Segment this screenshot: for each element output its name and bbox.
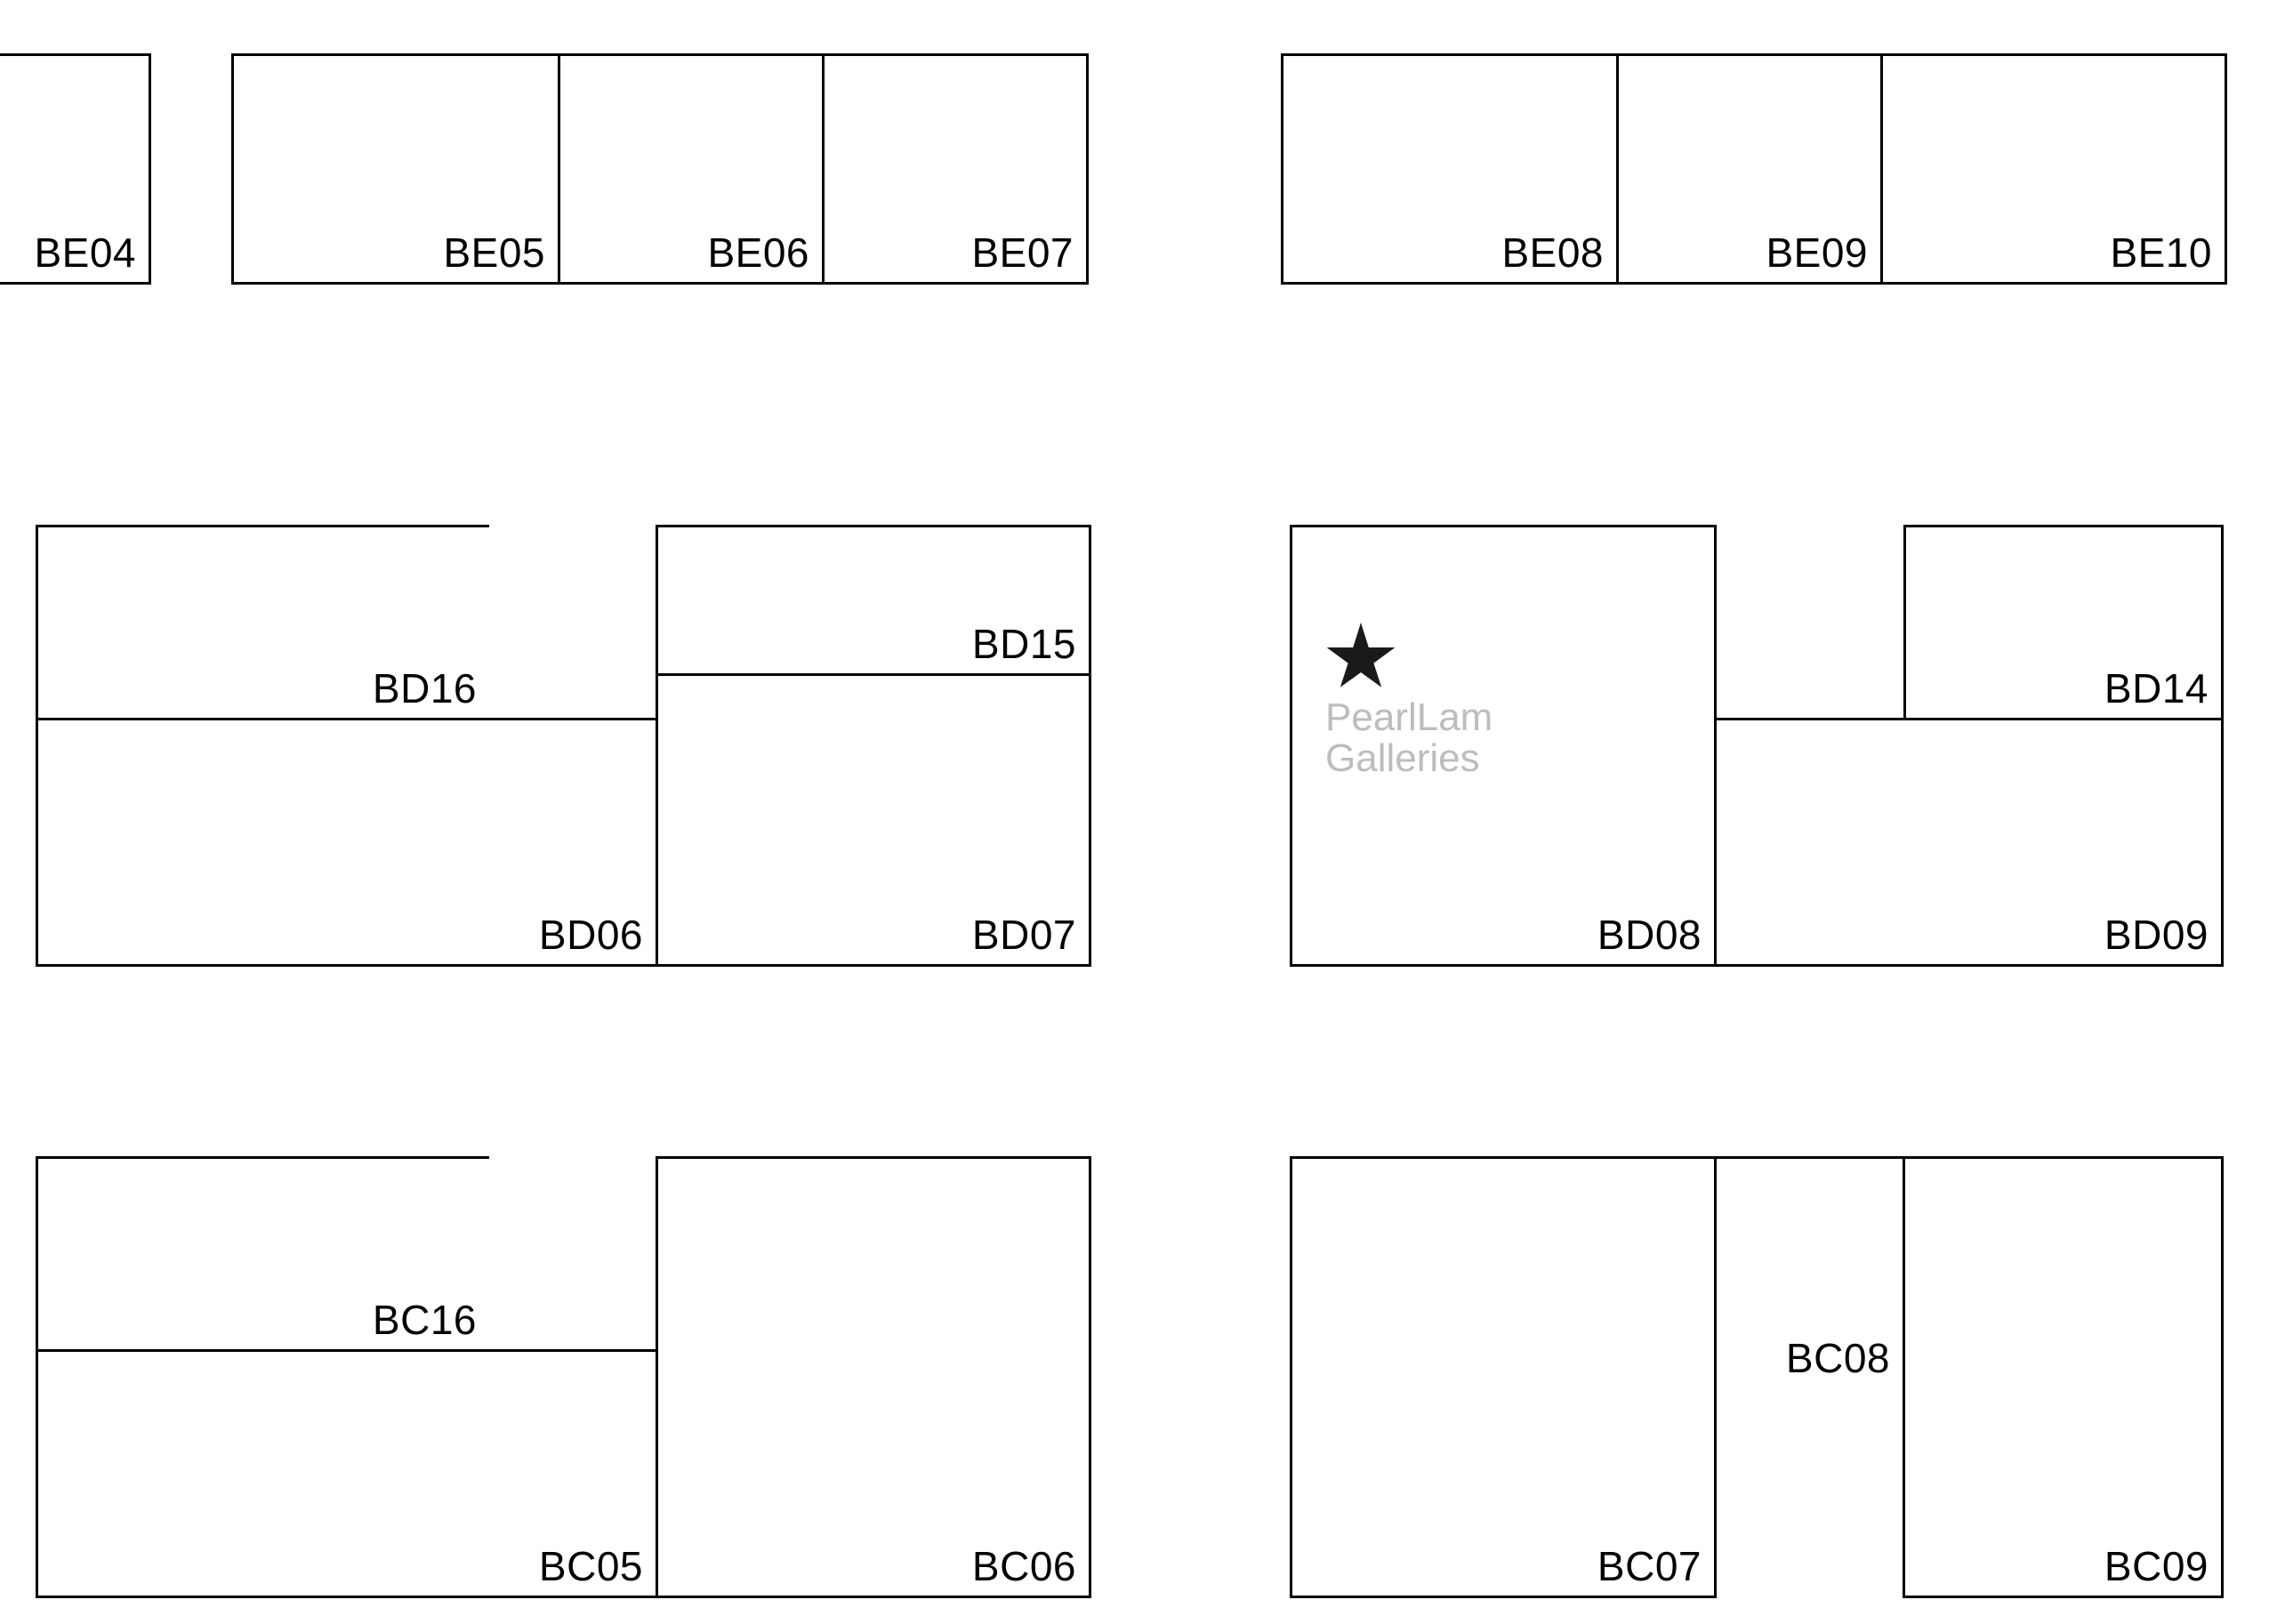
booth-label: BE05 [443,229,545,277]
booth-bc09[interactable]: BC09 [1903,1156,2224,1598]
booth-bc06[interactable]: BC06 [656,1156,1091,1598]
highlighted-gallery: PearlLamGalleries [1325,623,1493,779]
booth-label: BC08 [1786,1334,1890,1382]
booth-label: BC07 [1597,1542,1702,1590]
booth-be04[interactable]: BE04 [0,53,151,285]
booth-bc05[interactable]: BC05 [36,1349,658,1598]
booth-label: BC05 [539,1542,643,1590]
booth-label: BD14 [2104,664,2209,712]
booth-be10[interactable]: BE10 [1880,53,2227,285]
booth-label: BE04 [34,229,136,277]
booth-label: BD06 [539,911,643,959]
booth-bd06[interactable]: BD06 [36,718,658,967]
star-icon [1325,623,1396,690]
booth-bd07[interactable]: BD07 [656,673,1091,967]
booth-bd09[interactable]: BD09 [1714,718,2224,967]
booth-bd14[interactable]: BD14 [1903,525,2224,720]
booth-label: BE08 [1501,229,1604,277]
booth-bc16[interactable]: BC16 [36,1156,489,1352]
booth-be09[interactable]: BE09 [1616,53,1883,285]
booth-be08[interactable]: BE08 [1281,53,1619,285]
booth-label: BE07 [971,229,1074,277]
booth-label: BE10 [2110,229,2212,277]
floorplan-stage: BE04 BE05 BE06 BE07 BE08 BE09 BE10 BD16 BD06 BD15… [0,0,2277,1624]
booth-bc07[interactable]: BC07 [1290,1156,1717,1598]
booth-be05[interactable]: BE05 [231,53,560,285]
booth-label: BE09 [1766,229,1868,277]
booth-label: BC16 [373,1296,477,1344]
booth-label: BD16 [373,664,477,712]
booth-label: BD15 [972,620,1076,668]
booth-be06[interactable]: BE06 [558,53,825,285]
booth-bd15[interactable]: BD15 [656,525,1091,676]
gallery-name-line1: PearlLam [1325,697,1493,738]
booth-label: BD07 [972,911,1076,959]
booth-label: BD08 [1597,911,1702,959]
booth-label: BC06 [972,1542,1076,1590]
booth-label: BD09 [2104,911,2209,959]
booth-bd16[interactable]: BD16 [36,525,489,720]
booth-be07[interactable]: BE07 [822,53,1089,285]
booth-label: BE06 [707,229,809,277]
booth-bc08[interactable]: BC08 [1714,1156,1905,1387]
booth-label: BC09 [2104,1542,2209,1590]
gallery-name-line2: Galleries [1325,738,1493,779]
